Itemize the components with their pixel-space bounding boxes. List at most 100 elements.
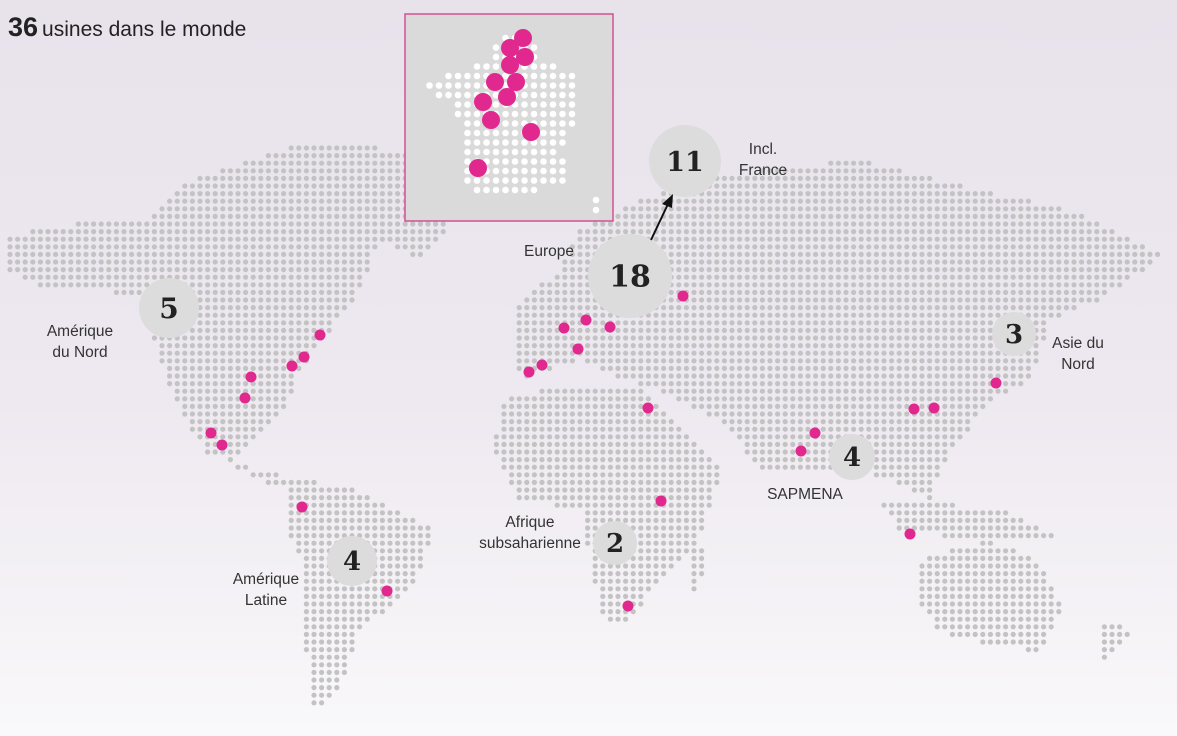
land-dot [965,601,971,607]
land-dot [1018,609,1024,615]
land-dot [1071,244,1077,250]
land-dot [592,578,598,584]
land-dot [987,540,994,546]
land-dot [182,251,188,257]
land-dot [691,244,697,250]
land-dot [189,419,195,425]
land-dot [258,350,264,356]
land-dot [364,168,370,174]
land-dot [972,358,978,364]
land-dot [737,381,743,387]
land-dot [372,229,378,235]
land-dot [319,198,325,204]
land-dot [585,517,591,524]
land-dot [873,419,880,425]
land-dot [129,229,135,235]
land-dot [676,305,682,311]
land-dot [927,517,933,524]
france-dot [473,63,481,70]
land-dot [212,320,218,326]
land-dot [311,206,317,212]
land-dot [630,479,636,485]
land-dot [873,206,880,212]
land-dot [1033,312,1039,318]
france-dot [568,82,576,89]
land-dot [949,244,956,250]
land-dot [607,510,614,516]
land-dot [372,213,378,219]
land-dot [281,388,287,394]
land-dot [881,365,887,371]
land-dot [1018,358,1024,364]
land-dot [813,358,819,364]
land-dot [767,312,773,318]
land-dot [554,388,560,394]
land-dot [881,305,887,311]
land-dot [341,654,347,660]
land-dot [615,373,621,379]
land-dot [106,259,112,265]
land-dot [790,396,796,402]
land-dot [729,403,735,409]
land-dot [699,495,705,501]
land-dot [1117,624,1123,630]
land-dot [265,198,271,204]
land-dot [653,548,659,554]
land-dot [303,609,309,615]
land-dot [965,320,971,326]
land-dot [516,457,522,463]
land-dot [645,381,652,387]
land-dot [653,525,659,531]
land-dot [562,388,568,394]
land-dot [691,540,697,546]
land-dot [744,251,750,257]
land-dot [258,160,264,166]
land-dot [243,312,249,318]
land-dot [296,305,302,311]
land-dot [577,335,583,341]
land-dot [182,350,188,356]
land-dot [592,388,598,394]
land-dot [235,464,241,470]
land-dot [326,525,332,531]
france-dot [502,72,509,80]
land-dot [957,297,963,303]
land-dot [828,267,834,273]
land-dot [797,320,804,326]
land-dot [828,236,834,242]
land-dot [1124,244,1130,250]
land-dot [851,350,857,356]
land-dot [220,191,226,197]
land-dot [22,259,28,265]
land-dot [744,434,750,440]
land-dot [942,358,948,364]
land-dot [1033,229,1039,235]
plant-marker [809,427,821,439]
land-dot [524,320,530,326]
land-dot [972,259,978,265]
land-dot [942,426,948,432]
land-dot [919,449,925,455]
land-dot [1094,267,1100,273]
land-dot [615,495,621,501]
land-dot [737,343,743,349]
land-dot [889,274,895,280]
land-dot [843,289,849,295]
land-dot [1094,251,1100,257]
land-dot [630,441,636,447]
land-dot [395,221,401,227]
land-dot [1063,289,1069,295]
land-dot [250,198,256,204]
land-dot [737,236,743,242]
land-dot [835,274,842,280]
land-dot [805,381,811,387]
land-dot [942,259,948,265]
land-dot [341,487,347,493]
land-dot [645,495,652,501]
land-dot [927,267,933,273]
land-dot [797,305,804,311]
land-dot [691,548,697,554]
land-dot [311,479,317,485]
land-dot [1041,335,1047,341]
land-dot [45,267,51,273]
